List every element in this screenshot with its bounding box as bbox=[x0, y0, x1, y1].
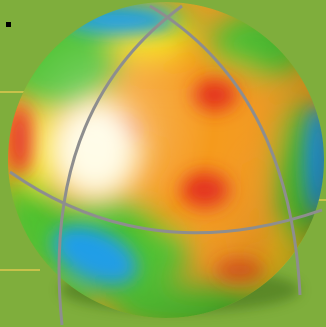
grid-meridian-right bbox=[149, 4, 302, 296]
grid-equator bbox=[9, 170, 323, 235]
square-marker-icon bbox=[6, 22, 11, 27]
grid-meridian-left bbox=[57, 4, 183, 326]
sphere-grid bbox=[9, 4, 323, 326]
